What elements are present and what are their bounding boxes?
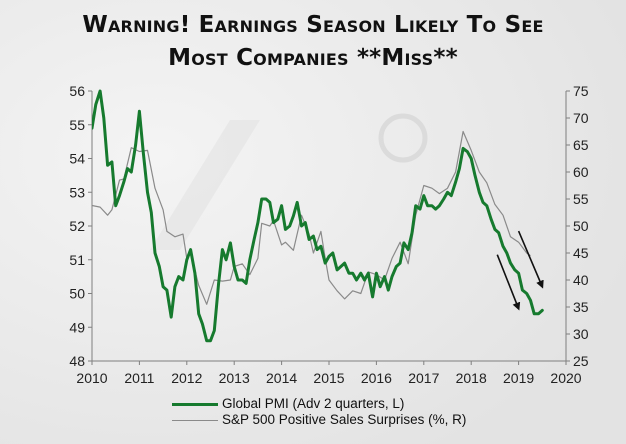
right-y-tick-label: 55	[573, 191, 589, 207]
x-tick-label: 2010	[76, 370, 107, 386]
x-tick-label: 2017	[408, 370, 439, 386]
chart-title-line-1: Warning! Earnings Season Likely To See	[82, 12, 544, 38]
left-y-tick-label: 54	[69, 151, 85, 167]
x-tick-label: 2018	[456, 370, 487, 386]
left-y-tick-label: 56	[69, 83, 85, 99]
legend-item-pmi: Global PMI (Adv 2 quarters, L)	[172, 396, 466, 412]
series-line-sp500-surprises	[92, 130, 531, 305]
downtrend-arrow-2	[517, 230, 544, 289]
downtrend-arrow-1	[496, 254, 521, 311]
x-tick-label: 2016	[361, 370, 392, 386]
legend-swatch-sp500	[172, 419, 218, 421]
right-y-tick-label: 50	[573, 218, 589, 234]
left-y-tick-label: 53	[69, 184, 85, 200]
left-y-tick-label: 49	[69, 319, 85, 335]
right-y-tick-label: 75	[573, 83, 589, 99]
x-tick-label: 2015	[313, 370, 344, 386]
x-tick-label: 2013	[219, 370, 250, 386]
x-tick-label: 2014	[266, 370, 297, 386]
left-y-tick-label: 51	[69, 252, 85, 268]
x-tick-label: 2019	[503, 370, 534, 386]
legend-label-sp500: S&P 500 Positive Sales Surprises (%, R)	[222, 412, 467, 427]
left-y-tick-label: 55	[69, 117, 85, 133]
right-y-tick-label: 25	[573, 353, 589, 369]
right-y-tick-label: 45	[573, 245, 589, 261]
series-line-global-pmi	[92, 89, 544, 343]
chart-legend: Global PMI (Adv 2 quarters, L) S&P 500 P…	[172, 396, 466, 428]
left-y-tick-label: 48	[69, 353, 85, 369]
legend-swatch-pmi	[172, 402, 218, 406]
right-y-tick-label: 70	[573, 110, 589, 126]
right-y-tick-label: 65	[573, 137, 589, 153]
right-y-tick-label: 35	[573, 299, 589, 315]
legend-label-pmi: Global PMI (Adv 2 quarters, L)	[222, 396, 405, 411]
x-tick-label: 2011	[124, 370, 154, 386]
x-tick-label: 2020	[550, 370, 581, 386]
legend-item-sp500: S&P 500 Positive Sales Surprises (%, R)	[172, 412, 466, 428]
x-tick-label: 2012	[171, 370, 202, 386]
left-y-tick-label: 52	[69, 218, 85, 234]
right-y-tick-label: 40	[573, 272, 589, 288]
right-y-tick-label: 60	[573, 164, 589, 180]
right-y-tick-label: 30	[573, 326, 589, 342]
chart-title-line-2: Most Companies **Miss**	[168, 45, 458, 71]
left-y-tick-label: 50	[69, 286, 85, 302]
